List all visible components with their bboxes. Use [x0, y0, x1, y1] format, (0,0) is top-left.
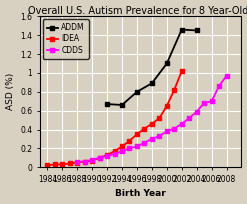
IDEA [121, 145, 124, 148]
IDEA [53, 163, 56, 166]
CDDS [150, 138, 153, 140]
IDEA [135, 133, 138, 135]
IDEA [173, 89, 176, 91]
CDDS [83, 160, 86, 163]
ADDM [180, 28, 183, 31]
CDDS [225, 74, 228, 77]
Title: Overall U.S. Autism Prevalence for 8 Year-Olds: Overall U.S. Autism Prevalence for 8 Yea… [28, 6, 247, 16]
CDDS [105, 155, 108, 157]
IDEA [180, 70, 183, 72]
IDEA [165, 105, 168, 107]
CDDS [180, 123, 183, 125]
IDEA [46, 164, 49, 167]
CDDS [188, 117, 191, 119]
CDDS [195, 110, 198, 113]
IDEA [91, 159, 94, 162]
IDEA [76, 161, 79, 164]
CDDS [203, 102, 206, 104]
IDEA [143, 127, 146, 130]
IDEA [150, 123, 153, 125]
CDDS [173, 127, 176, 130]
Legend: ADDM, IDEA, CDDS: ADDM, IDEA, CDDS [43, 19, 89, 59]
IDEA [128, 140, 131, 142]
CDDS [210, 100, 213, 102]
IDEA [113, 150, 116, 152]
X-axis label: Birth Year: Birth Year [115, 190, 166, 198]
CDDS [91, 159, 94, 161]
CDDS [113, 153, 116, 155]
Line: ADDM: ADDM [105, 27, 199, 108]
ADDM [105, 103, 108, 105]
IDEA [61, 163, 64, 166]
IDEA [105, 154, 108, 156]
CDDS [218, 85, 221, 87]
CDDS [76, 160, 79, 163]
IDEA [83, 160, 86, 163]
CDDS [165, 130, 168, 133]
ADDM [150, 82, 153, 84]
ADDM [135, 91, 138, 93]
ADDM [165, 62, 168, 65]
CDDS [135, 145, 138, 148]
ADDM [195, 29, 198, 32]
Y-axis label: ASD (%): ASD (%) [5, 73, 15, 110]
CDDS [98, 157, 101, 159]
IDEA [98, 157, 101, 159]
CDDS [158, 135, 161, 137]
ADDM [121, 104, 124, 106]
CDDS [128, 147, 131, 150]
IDEA [68, 162, 71, 165]
CDDS [121, 150, 124, 152]
Line: CDDS: CDDS [75, 73, 229, 164]
Line: IDEA: IDEA [45, 69, 184, 168]
IDEA [158, 117, 161, 119]
CDDS [143, 142, 146, 144]
